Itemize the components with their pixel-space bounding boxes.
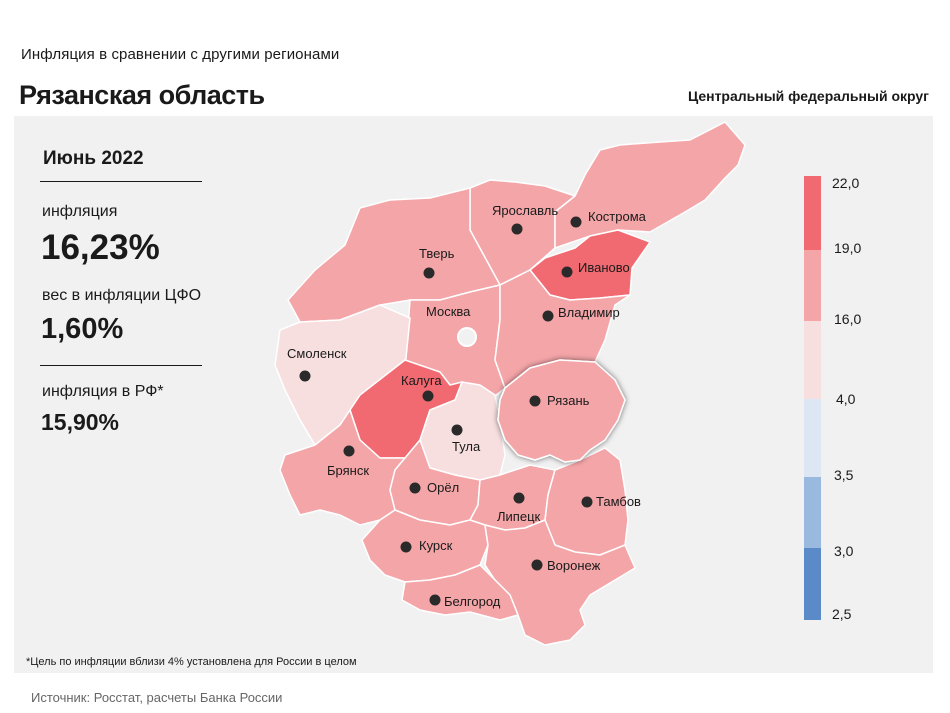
rf-inflation-value: 15,90% <box>41 409 120 435</box>
city-dot-belgorod[interactable] <box>429 594 441 606</box>
city-label-smolensk: Смоленск <box>287 346 347 361</box>
region-kostroma[interactable] <box>554 121 746 249</box>
district-label: Центральный федеральный округ <box>687 88 929 104</box>
city-dot-tula[interactable] <box>451 424 463 436</box>
legend-tick-16: 16,0 <box>834 311 861 327</box>
city-label-kostroma: Кострома <box>588 209 647 224</box>
city-dot-kostroma[interactable] <box>570 216 582 228</box>
city-dot-kaluga[interactable] <box>422 390 434 402</box>
region-vladimir[interactable] <box>494 269 631 389</box>
city-dot-ivanovo[interactable] <box>561 266 573 278</box>
period-label: Июнь 2022 <box>43 148 144 169</box>
city-labels: Ярославль Кострома Тверь Иваново Москва … <box>287 203 647 609</box>
legend-tick-22: 22,0 <box>832 175 859 191</box>
divider-top <box>40 181 202 182</box>
city-label-voronezh: Воронеж <box>547 558 601 573</box>
color-legend: 22,0 19,0 16,0 4,0 3,5 3,0 2,5 <box>804 175 861 622</box>
legend-band-3-3.5 <box>804 477 821 548</box>
region-ryazan[interactable] <box>497 359 626 463</box>
city-dot-tver[interactable] <box>423 267 435 279</box>
legend-tick-19: 19,0 <box>834 240 861 256</box>
city-label-orel: Орёл <box>427 480 459 495</box>
city-label-moscow: Москва <box>426 304 471 319</box>
city-label-tver: Тверь <box>419 246 455 261</box>
city-label-kursk: Курск <box>419 538 453 553</box>
city-label-ryazan: Рязань <box>547 393 590 408</box>
city-label-yaroslavl: Ярославль <box>492 203 558 218</box>
rf-inflation-label: инфляция в РФ* <box>42 383 164 400</box>
city-label-kaluga: Калуга <box>401 373 442 388</box>
city-label-tambov: Тамбов <box>596 494 641 509</box>
city-dot-smolensk[interactable] <box>299 370 311 382</box>
city-dot-yaroslavl[interactable] <box>511 223 523 235</box>
city-dot-moscow[interactable] <box>457 327 477 347</box>
legend-band-19-22 <box>804 176 821 250</box>
inflation-label: инфляция <box>42 203 118 220</box>
legend-tick-2.5: 2,5 <box>832 606 852 622</box>
footnote: *Цель по инфляции вблизи 4% установлена … <box>26 656 357 668</box>
source-note: Источник: Росстат, расчеты Банка России <box>31 690 283 705</box>
city-dot-tambov[interactable] <box>581 496 593 508</box>
city-markers <box>299 216 593 606</box>
city-label-vladimir: Владимир <box>558 305 620 320</box>
city-dot-voronezh[interactable] <box>531 559 543 571</box>
city-label-lipetsk: Липецк <box>497 509 541 524</box>
legend-band-16-19 <box>804 250 821 321</box>
city-dot-lipetsk[interactable] <box>513 492 525 504</box>
weight-label: вес в инфляции ЦФО <box>42 287 202 304</box>
city-dot-ryazan[interactable] <box>529 395 541 407</box>
weight-value: 1,60% <box>41 313 124 345</box>
city-label-ivanovo: Иваново <box>578 260 630 275</box>
region-belgorod[interactable] <box>401 564 519 621</box>
city-label-tula: Тула <box>452 439 481 454</box>
region-bryansk[interactable] <box>279 409 406 526</box>
chart-subtitle: Инфляция в сравнении с другими регионами <box>21 46 340 63</box>
legend-band-2.5-3 <box>804 548 821 620</box>
legend-tick-3: 3,0 <box>834 543 854 559</box>
city-dot-vladimir[interactable] <box>542 310 554 322</box>
city-label-belgorod: Белгород <box>444 594 501 609</box>
city-dot-kursk[interactable] <box>400 541 412 553</box>
divider-bottom <box>40 365 202 366</box>
city-label-bryansk: Брянск <box>327 463 369 478</box>
region-title: Рязанская область <box>19 80 265 110</box>
inflation-value: 16,23% <box>41 228 160 267</box>
city-dot-orel[interactable] <box>409 482 421 494</box>
city-dot-bryansk[interactable] <box>343 445 355 457</box>
legend-tick-4: 4,0 <box>836 391 856 407</box>
legend-band-3.5-4 <box>804 399 821 477</box>
legend-band-4-16 <box>804 321 821 399</box>
legend-tick-3.5: 3,5 <box>834 467 854 483</box>
